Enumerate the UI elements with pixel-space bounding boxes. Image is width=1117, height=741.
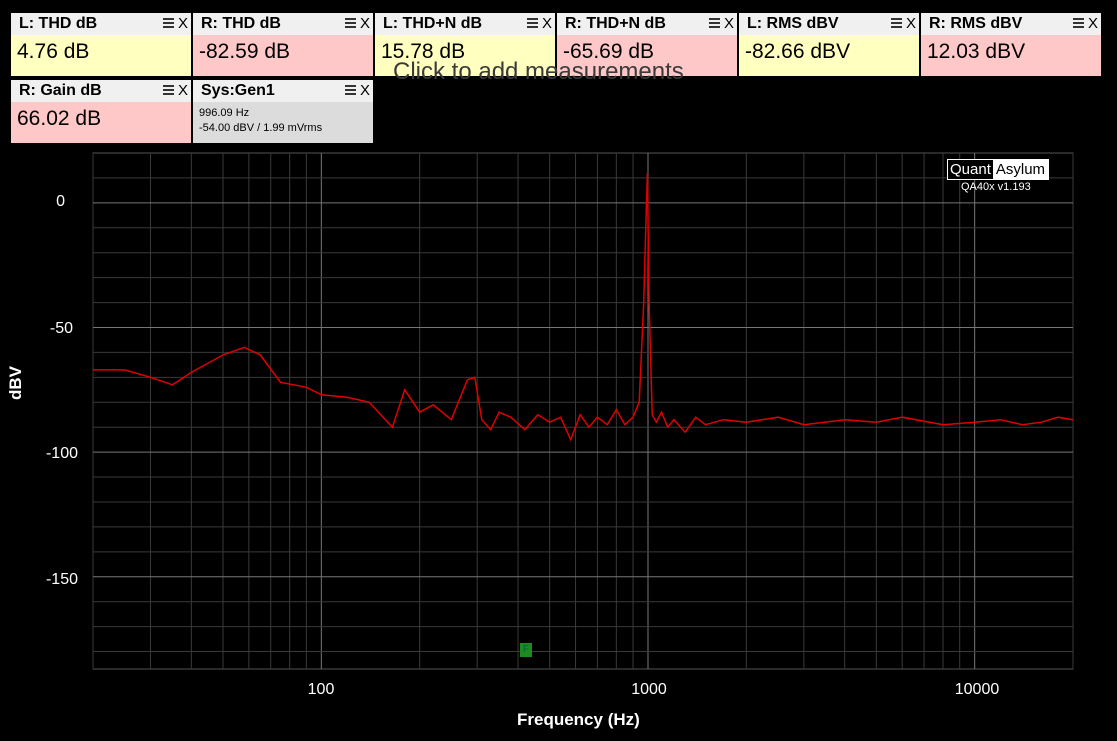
generator-level: -54.00 dBV / 1.99 mVrms [199, 122, 323, 134]
y-tick-label: -150 [45, 571, 78, 588]
tile-header: L: THD+N dB X [375, 13, 555, 35]
tile-r-thd[interactable]: R: THD dB X -82.59 dB [193, 13, 373, 76]
menu-icon[interactable] [345, 85, 356, 97]
tile-title: L: THD dB [19, 15, 98, 32]
close-icon[interactable]: X [1087, 15, 1098, 32]
menu-icon[interactable] [345, 18, 356, 30]
add-measurements-hint[interactable]: Click to add measurements [393, 58, 684, 85]
y-tick-label: -50 [49, 320, 73, 337]
tile-header: R: THD+N dB X [557, 13, 737, 35]
tile-header: R: RMS dBV X [921, 13, 1101, 35]
x-tick-label: 10000 [954, 681, 1000, 698]
menu-icon[interactable] [163, 18, 174, 30]
menu-icon[interactable] [527, 18, 538, 30]
close-icon[interactable]: X [359, 82, 370, 99]
close-icon[interactable]: X [359, 15, 370, 32]
x-tick-label: 1000 [631, 681, 667, 698]
menu-icon[interactable] [1073, 18, 1084, 30]
menu-icon[interactable] [891, 18, 902, 30]
y-axis-title: dBV [6, 366, 25, 400]
tile-r-gain[interactable]: R: Gain dB X 66.02 dB [11, 80, 191, 143]
tile-header: Sys:Gen1 X [193, 80, 373, 102]
close-icon[interactable]: X [905, 15, 916, 32]
frequency-marker[interactable]: F [520, 643, 532, 657]
brand-part2: Asylum [992, 160, 1049, 179]
tile-l-thdn[interactable]: L: THD+N dB X 15.78 dB [375, 13, 555, 76]
tile-value: -65.69 dB [563, 40, 655, 63]
tile-r-thdn[interactable]: R: THD+N dB X -65.69 dB [557, 13, 737, 76]
tile-title: L: THD+N dB [383, 15, 483, 32]
tile-value: 4.76 dB [17, 40, 90, 63]
menu-icon[interactable] [163, 85, 174, 97]
close-icon[interactable]: X [177, 82, 188, 99]
tile-value: 15.78 dB [381, 40, 466, 63]
version-label: QA40x v1.193 [961, 181, 1031, 193]
y-tick-label: -100 [45, 445, 78, 462]
brand-logo: Quant Asylum [947, 159, 1050, 180]
spectrum-trace [93, 172, 1074, 442]
close-icon[interactable]: X [177, 15, 188, 32]
tile-header: R: THD dB X [193, 13, 373, 35]
tile-value: 12.03 dBV [927, 40, 1026, 63]
tile-title: R: THD dB [201, 15, 281, 32]
x-axis-title: Frequency (Hz) [517, 710, 640, 729]
tile-value: -82.66 dBV [745, 40, 851, 63]
tile-title: Sys:Gen1 [201, 82, 275, 99]
tile-l-rms[interactable]: L: RMS dBV X -82.66 dBV [739, 13, 919, 76]
tile-title: R: THD+N dB [565, 15, 666, 32]
tile-header: R: Gain dB X [11, 80, 191, 102]
brand-part1: Quant [948, 160, 993, 179]
tile-header: L: THD dB X [11, 13, 191, 35]
tile-value: 66.02 dB [17, 107, 102, 130]
generator-frequency: 996.09 Hz [199, 107, 250, 119]
tile-l-thd[interactable]: L: THD dB X 4.76 dB [11, 13, 191, 76]
tile-value: -82.59 dB [199, 40, 291, 63]
tile-title: L: RMS dBV [747, 15, 839, 32]
tile-r-rms[interactable]: R: RMS dBV X 12.03 dBV [921, 13, 1101, 76]
tile-header: L: RMS dBV X [739, 13, 919, 35]
y-tick-label: 0 [56, 193, 65, 210]
plot-frame [92, 152, 1074, 670]
tile-generator[interactable]: Sys:Gen1 X 996.09 Hz -54.00 dBV / 1.99 m… [193, 80, 373, 143]
menu-icon[interactable] [709, 18, 720, 30]
tile-title: R: RMS dBV [929, 15, 1023, 32]
x-tick-label: 100 [307, 681, 335, 698]
tile-title: R: Gain dB [19, 82, 102, 99]
close-icon[interactable]: X [541, 15, 552, 32]
close-icon[interactable]: X [723, 15, 734, 32]
